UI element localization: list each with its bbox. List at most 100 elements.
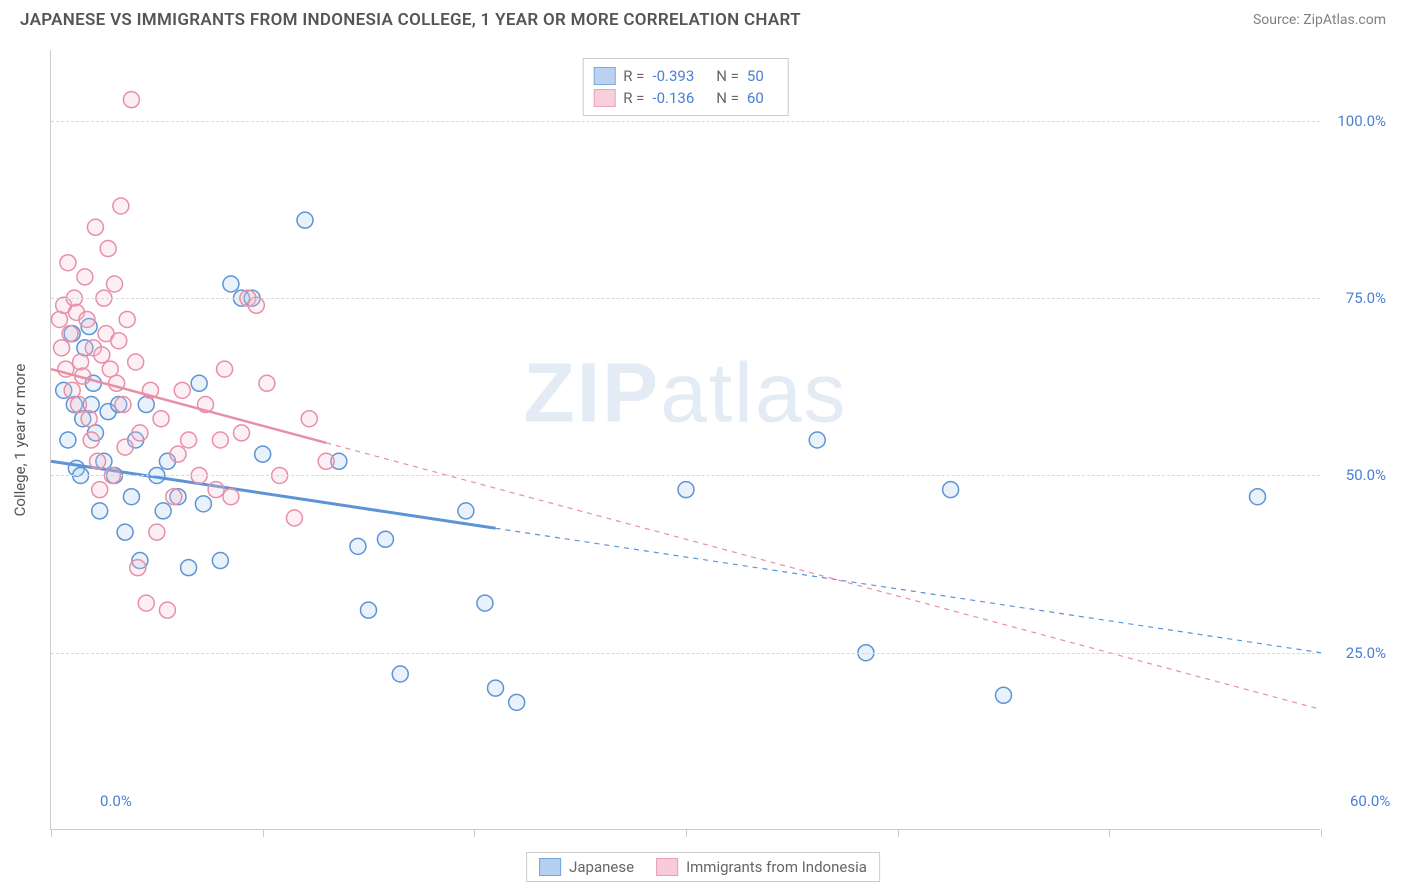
scatter-point: [94, 347, 110, 363]
stat-r-value: -0.393: [652, 67, 694, 85]
y-tick-label: 100.0%: [1337, 112, 1386, 130]
legend-swatch: [593, 89, 615, 107]
scatter-point: [113, 198, 129, 214]
bottom-legend: Japanese Immigrants from Indonesia: [526, 852, 880, 882]
stat-n-label: N =: [716, 67, 739, 85]
x-tick: [1321, 829, 1322, 837]
scatter-point: [115, 397, 131, 413]
scatter-point: [223, 489, 239, 505]
scatter-point: [458, 503, 474, 519]
scatter-point: [191, 375, 207, 391]
chart-title: JAPANESE VS IMMIGRANTS FROM INDONESIA CO…: [20, 10, 801, 30]
scatter-point: [90, 453, 106, 469]
scatter-point: [62, 326, 78, 342]
scatter-point: [119, 311, 135, 327]
scatter-point: [73, 354, 89, 370]
scatter-point: [87, 219, 103, 235]
scatter-point: [678, 482, 694, 498]
source-label: Source: ZipAtlas.com: [1253, 12, 1386, 28]
scatter-point: [248, 297, 264, 313]
stat-n-label: N =: [716, 89, 739, 107]
plot-container: College, 1 year or more ZIPatlas R = -0.…: [50, 50, 1386, 830]
stat-r-label: R =: [623, 89, 644, 107]
x-tick: [686, 829, 687, 837]
scatter-point: [123, 92, 139, 108]
stats-legend: R = -0.393N = 50R = -0.136N = 60: [582, 58, 789, 116]
stat-r-label: R =: [623, 67, 644, 85]
scatter-point: [132, 425, 148, 441]
scatter-point: [107, 276, 123, 292]
y-tick-label: 75.0%: [1346, 289, 1386, 307]
stat-n-value: 50: [747, 67, 764, 85]
y-tick-label: 25.0%: [1346, 644, 1386, 662]
scatter-point: [79, 311, 95, 327]
scatter-point: [138, 595, 154, 611]
scatter-point: [166, 489, 182, 505]
y-tick-label: 50.0%: [1346, 466, 1386, 484]
scatter-point: [60, 432, 76, 448]
scatter-point: [130, 560, 146, 576]
x-tick-label: 60.0%: [1350, 792, 1390, 810]
scatter-point: [286, 510, 302, 526]
scatter-point: [128, 354, 144, 370]
scatter-point: [153, 411, 169, 427]
scatter-point: [92, 503, 108, 519]
scatter-point: [81, 411, 97, 427]
scatter-point: [92, 482, 108, 498]
gridline-h: [51, 121, 1320, 122]
header: JAPANESE VS IMMIGRANTS FROM INDONESIA CO…: [0, 0, 1406, 38]
scatter-point: [509, 694, 525, 710]
scatter-point: [149, 524, 165, 540]
scatter-point: [377, 531, 393, 547]
x-tick: [474, 829, 475, 837]
x-tick: [1109, 829, 1110, 837]
scatter-point: [195, 496, 211, 512]
stats-legend-row: R = -0.136N = 60: [593, 87, 778, 109]
scatter-point: [1250, 489, 1266, 505]
scatter-point: [83, 432, 99, 448]
legend-label: Japanese: [569, 858, 634, 876]
legend-label: Immigrants from Indonesia: [686, 858, 867, 876]
legend-swatch: [656, 858, 678, 876]
scatter-point: [77, 269, 93, 285]
chart-svg: [51, 50, 1320, 829]
scatter-point: [318, 453, 334, 469]
scatter-point: [123, 489, 139, 505]
legend-item: Immigrants from Indonesia: [656, 858, 867, 876]
scatter-point: [488, 680, 504, 696]
gridline-h: [51, 298, 1320, 299]
scatter-point: [111, 333, 127, 349]
legend-swatch: [593, 67, 615, 85]
scatter-point: [477, 595, 493, 611]
scatter-point: [297, 212, 313, 228]
legend-swatch: [539, 858, 561, 876]
scatter-point: [181, 432, 197, 448]
scatter-point: [255, 446, 271, 462]
scatter-point: [208, 482, 224, 498]
scatter-point: [212, 553, 228, 569]
legend-item: Japanese: [539, 858, 634, 876]
scatter-point: [71, 397, 87, 413]
y-axis-label: College, 1 year or more: [11, 364, 29, 517]
scatter-point: [174, 382, 190, 398]
trend-line-dashed: [496, 528, 1322, 652]
scatter-point: [117, 439, 133, 455]
x-tick: [51, 829, 52, 837]
scatter-point: [117, 524, 133, 540]
scatter-point: [809, 432, 825, 448]
scatter-point: [212, 432, 228, 448]
gridline-h: [51, 475, 1320, 476]
scatter-point: [100, 241, 116, 257]
scatter-point: [350, 538, 366, 554]
scatter-point: [361, 602, 377, 618]
scatter-point: [996, 687, 1012, 703]
scatter-point: [301, 411, 317, 427]
stat-r-value: -0.136: [652, 89, 694, 107]
scatter-point: [155, 503, 171, 519]
scatter-point: [234, 425, 250, 441]
scatter-point: [159, 602, 175, 618]
x-tick-label: 0.0%: [100, 792, 132, 810]
plot-area: ZIPatlas R = -0.393N = 50R = -0.136N = 6…: [50, 50, 1320, 830]
scatter-point: [259, 375, 275, 391]
x-tick: [898, 829, 899, 837]
